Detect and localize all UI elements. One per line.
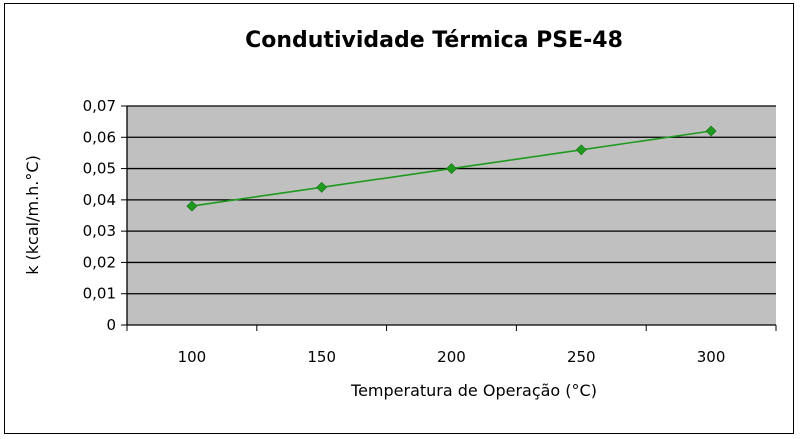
- x-tick-label: 100: [178, 348, 207, 366]
- x-tick-label: 300: [697, 348, 726, 366]
- chart-title: Condutividade Térmica PSE-48: [245, 28, 623, 53]
- y-tick-label: 0,07: [83, 97, 116, 115]
- data-point: [446, 163, 457, 174]
- data-point: [575, 144, 587, 156]
- y-tick-label: 0,01: [83, 285, 116, 303]
- y-tick-label: 0,06: [83, 128, 116, 146]
- y-tick-label: 0: [106, 316, 116, 334]
- x-tick-label: 150: [307, 348, 336, 366]
- data-point: [705, 125, 717, 137]
- y-tick-label: 0,03: [83, 222, 116, 240]
- y-tick-label: 0,05: [83, 160, 116, 178]
- data-point: [186, 200, 198, 212]
- y-axis-label: k (kcal/m.h.°C): [23, 155, 42, 275]
- x-axis-label: Temperatura de Operação (°C): [350, 381, 597, 400]
- x-tick-label: 200: [437, 348, 466, 366]
- plot-area: 0 0,01 0,02 0,03 0,04 0,05 0,06 0,07 100 150 200 25…: [83, 97, 777, 366]
- data-point: [316, 181, 328, 193]
- plot-background: [127, 106, 776, 325]
- y-tick-label: 0,04: [83, 191, 116, 209]
- x-tick-label: 250: [567, 348, 596, 366]
- y-tick-label: 0,02: [83, 253, 116, 271]
